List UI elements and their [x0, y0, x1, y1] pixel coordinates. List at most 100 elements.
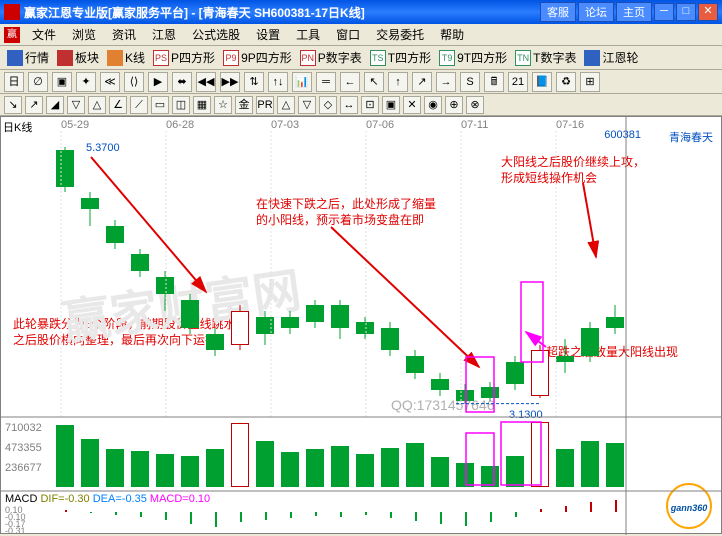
toolbar2-btn-17[interactable]: ↗ [412, 72, 432, 92]
menu-item-6[interactable]: 工具 [288, 24, 328, 45]
vol-bar [331, 446, 349, 487]
toolbar2-btn-9[interactable]: ▶▶ [220, 72, 240, 92]
annotation-1: 在快速下跌之后，此处形成了缩量的小阳线，预示着市场变盘在即 [256, 197, 436, 228]
toolbar1-item-4[interactable]: P99P四方形 [220, 48, 295, 67]
menu-item-2[interactable]: 资讯 [104, 24, 144, 45]
toolbar3-btn-3[interactable]: ▽ [67, 96, 85, 114]
toolbar3-btn-21[interactable]: ⊕ [445, 96, 463, 114]
toolbar3-btn-7[interactable]: ▭ [151, 96, 169, 114]
toolbar3-btn-19[interactable]: ✕ [403, 96, 421, 114]
toolbar2-btn-8[interactable]: ◀◀ [196, 72, 216, 92]
menu-item-0[interactable]: 文件 [24, 24, 64, 45]
toolbar3-btn-6[interactable]: ⟋ [130, 96, 148, 114]
minimize-button[interactable]: ─ [654, 3, 674, 21]
macd-bar [315, 512, 317, 516]
toolbar3-btn-1[interactable]: ↗ [25, 96, 43, 114]
toolbar3-btn-16[interactable]: ↔ [340, 96, 358, 114]
vol-bar [356, 454, 374, 487]
toolbar2-btn-0[interactable]: 日 [4, 72, 24, 92]
toolbar3-btn-8[interactable]: ◫ [172, 96, 190, 114]
toolbar2-btn-20[interactable]: 🖩 [484, 72, 504, 92]
macd-bar [365, 512, 367, 515]
vol-label: 236677 [5, 462, 42, 474]
toolbar3-btn-9[interactable]: ▦ [193, 96, 211, 114]
toolbar2-btn-24[interactable]: ⊞ [580, 72, 600, 92]
toolbar3-btn-14[interactable]: ▽ [298, 96, 316, 114]
toolbar3-btn-12[interactable]: PR [256, 96, 274, 114]
toolbar2-btn-6[interactable]: ▶ [148, 72, 168, 92]
toolbar-drawing: ↘↗◢▽△∠⟋▭◫▦☆金PR△▽◇↔⊡▣✕◉⊕⊗ [0, 94, 722, 116]
toolbar2-btn-5[interactable]: ⟨⟩ [124, 72, 144, 92]
menu-item-8[interactable]: 交易委托 [368, 24, 432, 45]
svg-text:gann360: gann360 [670, 503, 708, 513]
forum-button[interactable]: 论坛 [578, 2, 614, 22]
toolbar1-item-6[interactable]: TST四方形 [367, 48, 434, 67]
vol-bar [231, 423, 249, 487]
price-low-label: 3.1300 [509, 409, 543, 421]
macd-labels: MACD DIF=-0.30 DEA=-0.35 MACD=0.10 [5, 493, 210, 505]
toolbar2-btn-7[interactable]: ⬌ [172, 72, 192, 92]
toolbar3-btn-2[interactable]: ◢ [46, 96, 64, 114]
menu-item-3[interactable]: 江恩 [144, 24, 184, 45]
toolbar3-btn-15[interactable]: ◇ [319, 96, 337, 114]
home-button[interactable]: 主页 [616, 2, 652, 22]
macd-bar [465, 512, 467, 526]
toolbar1-item-1[interactable]: 板块 [54, 48, 102, 67]
vol-label: 473355 [5, 442, 42, 454]
close-button[interactable]: ✕ [698, 3, 718, 21]
menu-item-4[interactable]: 公式选股 [184, 24, 248, 45]
toolbar2-btn-18[interactable]: → [436, 72, 456, 92]
toolbar3-btn-4[interactable]: △ [88, 96, 106, 114]
toolbar1-item-0[interactable]: 行情 [4, 48, 52, 67]
macd-bar [590, 502, 592, 512]
toolbar3-btn-18[interactable]: ▣ [382, 96, 400, 114]
toolbar2-btn-3[interactable]: ✦ [76, 72, 96, 92]
toolbar2-btn-15[interactable]: ↖ [364, 72, 384, 92]
vol-bar [606, 443, 624, 487]
toolbar2-btn-10[interactable]: ⇅ [244, 72, 264, 92]
macd-bar [490, 512, 492, 522]
toolbar2-btn-21[interactable]: 21 [508, 72, 528, 92]
maximize-button[interactable]: □ [676, 3, 696, 21]
toolbar2-btn-23[interactable]: ♻ [556, 72, 576, 92]
service-button[interactable]: 客服 [540, 2, 576, 22]
macd-bar [615, 500, 617, 512]
toolbar2-btn-2[interactable]: ▣ [52, 72, 72, 92]
toolbar3-btn-20[interactable]: ◉ [424, 96, 442, 114]
menu-item-7[interactable]: 窗口 [328, 24, 368, 45]
toolbar2-btn-12[interactable]: 📊 [292, 72, 312, 92]
toolbar3-btn-5[interactable]: ∠ [109, 96, 127, 114]
macd-y-label: -0.31 [5, 526, 26, 536]
toolbar2-btn-16[interactable]: ↑ [388, 72, 408, 92]
toolbar2-btn-13[interactable]: ═ [316, 72, 336, 92]
toolbar3-btn-0[interactable]: ↘ [4, 96, 22, 114]
toolbar1-item-7[interactable]: T99T四方形 [436, 48, 510, 67]
chart-area[interactable]: 赢家财富网 gann360 日K线05-2906-2807-0307-0607-… [0, 116, 722, 534]
vol-bar [106, 449, 124, 487]
toolbar2-btn-19[interactable]: S [460, 72, 480, 92]
toolbar1-item-8[interactable]: TNT数字表 [512, 48, 579, 67]
toolbar1-item-2[interactable]: K线 [104, 48, 148, 67]
toolbar3-btn-13[interactable]: △ [277, 96, 295, 114]
macd-bar [515, 512, 517, 517]
toolbar2-btn-1[interactable]: ∅ [28, 72, 48, 92]
menu-app-icon: 赢 [4, 27, 20, 43]
toolbar1-item-3[interactable]: PSP四方形 [150, 48, 218, 67]
toolbar2-btn-4[interactable]: ≪ [100, 72, 120, 92]
menu-item-5[interactable]: 设置 [248, 24, 288, 45]
vol-bar [56, 425, 74, 487]
toolbar3-btn-22[interactable]: ⊗ [466, 96, 484, 114]
vol-bar [581, 441, 599, 487]
toolbar3-btn-10[interactable]: ☆ [214, 96, 232, 114]
menu-item-9[interactable]: 帮助 [432, 24, 472, 45]
toolbar2-btn-11[interactable]: ↑↓ [268, 72, 288, 92]
toolbar1-item-5[interactable]: PNP数字表 [297, 48, 365, 67]
macd-bar [540, 509, 542, 512]
menu-item-1[interactable]: 浏览 [64, 24, 104, 45]
macd-bar [65, 510, 67, 512]
toolbar2-btn-14[interactable]: ← [340, 72, 360, 92]
toolbar3-btn-11[interactable]: 金 [235, 96, 253, 114]
toolbar3-btn-17[interactable]: ⊡ [361, 96, 379, 114]
toolbar2-btn-22[interactable]: 📘 [532, 72, 552, 92]
toolbar1-item-9[interactable]: 江恩轮 [581, 48, 641, 67]
